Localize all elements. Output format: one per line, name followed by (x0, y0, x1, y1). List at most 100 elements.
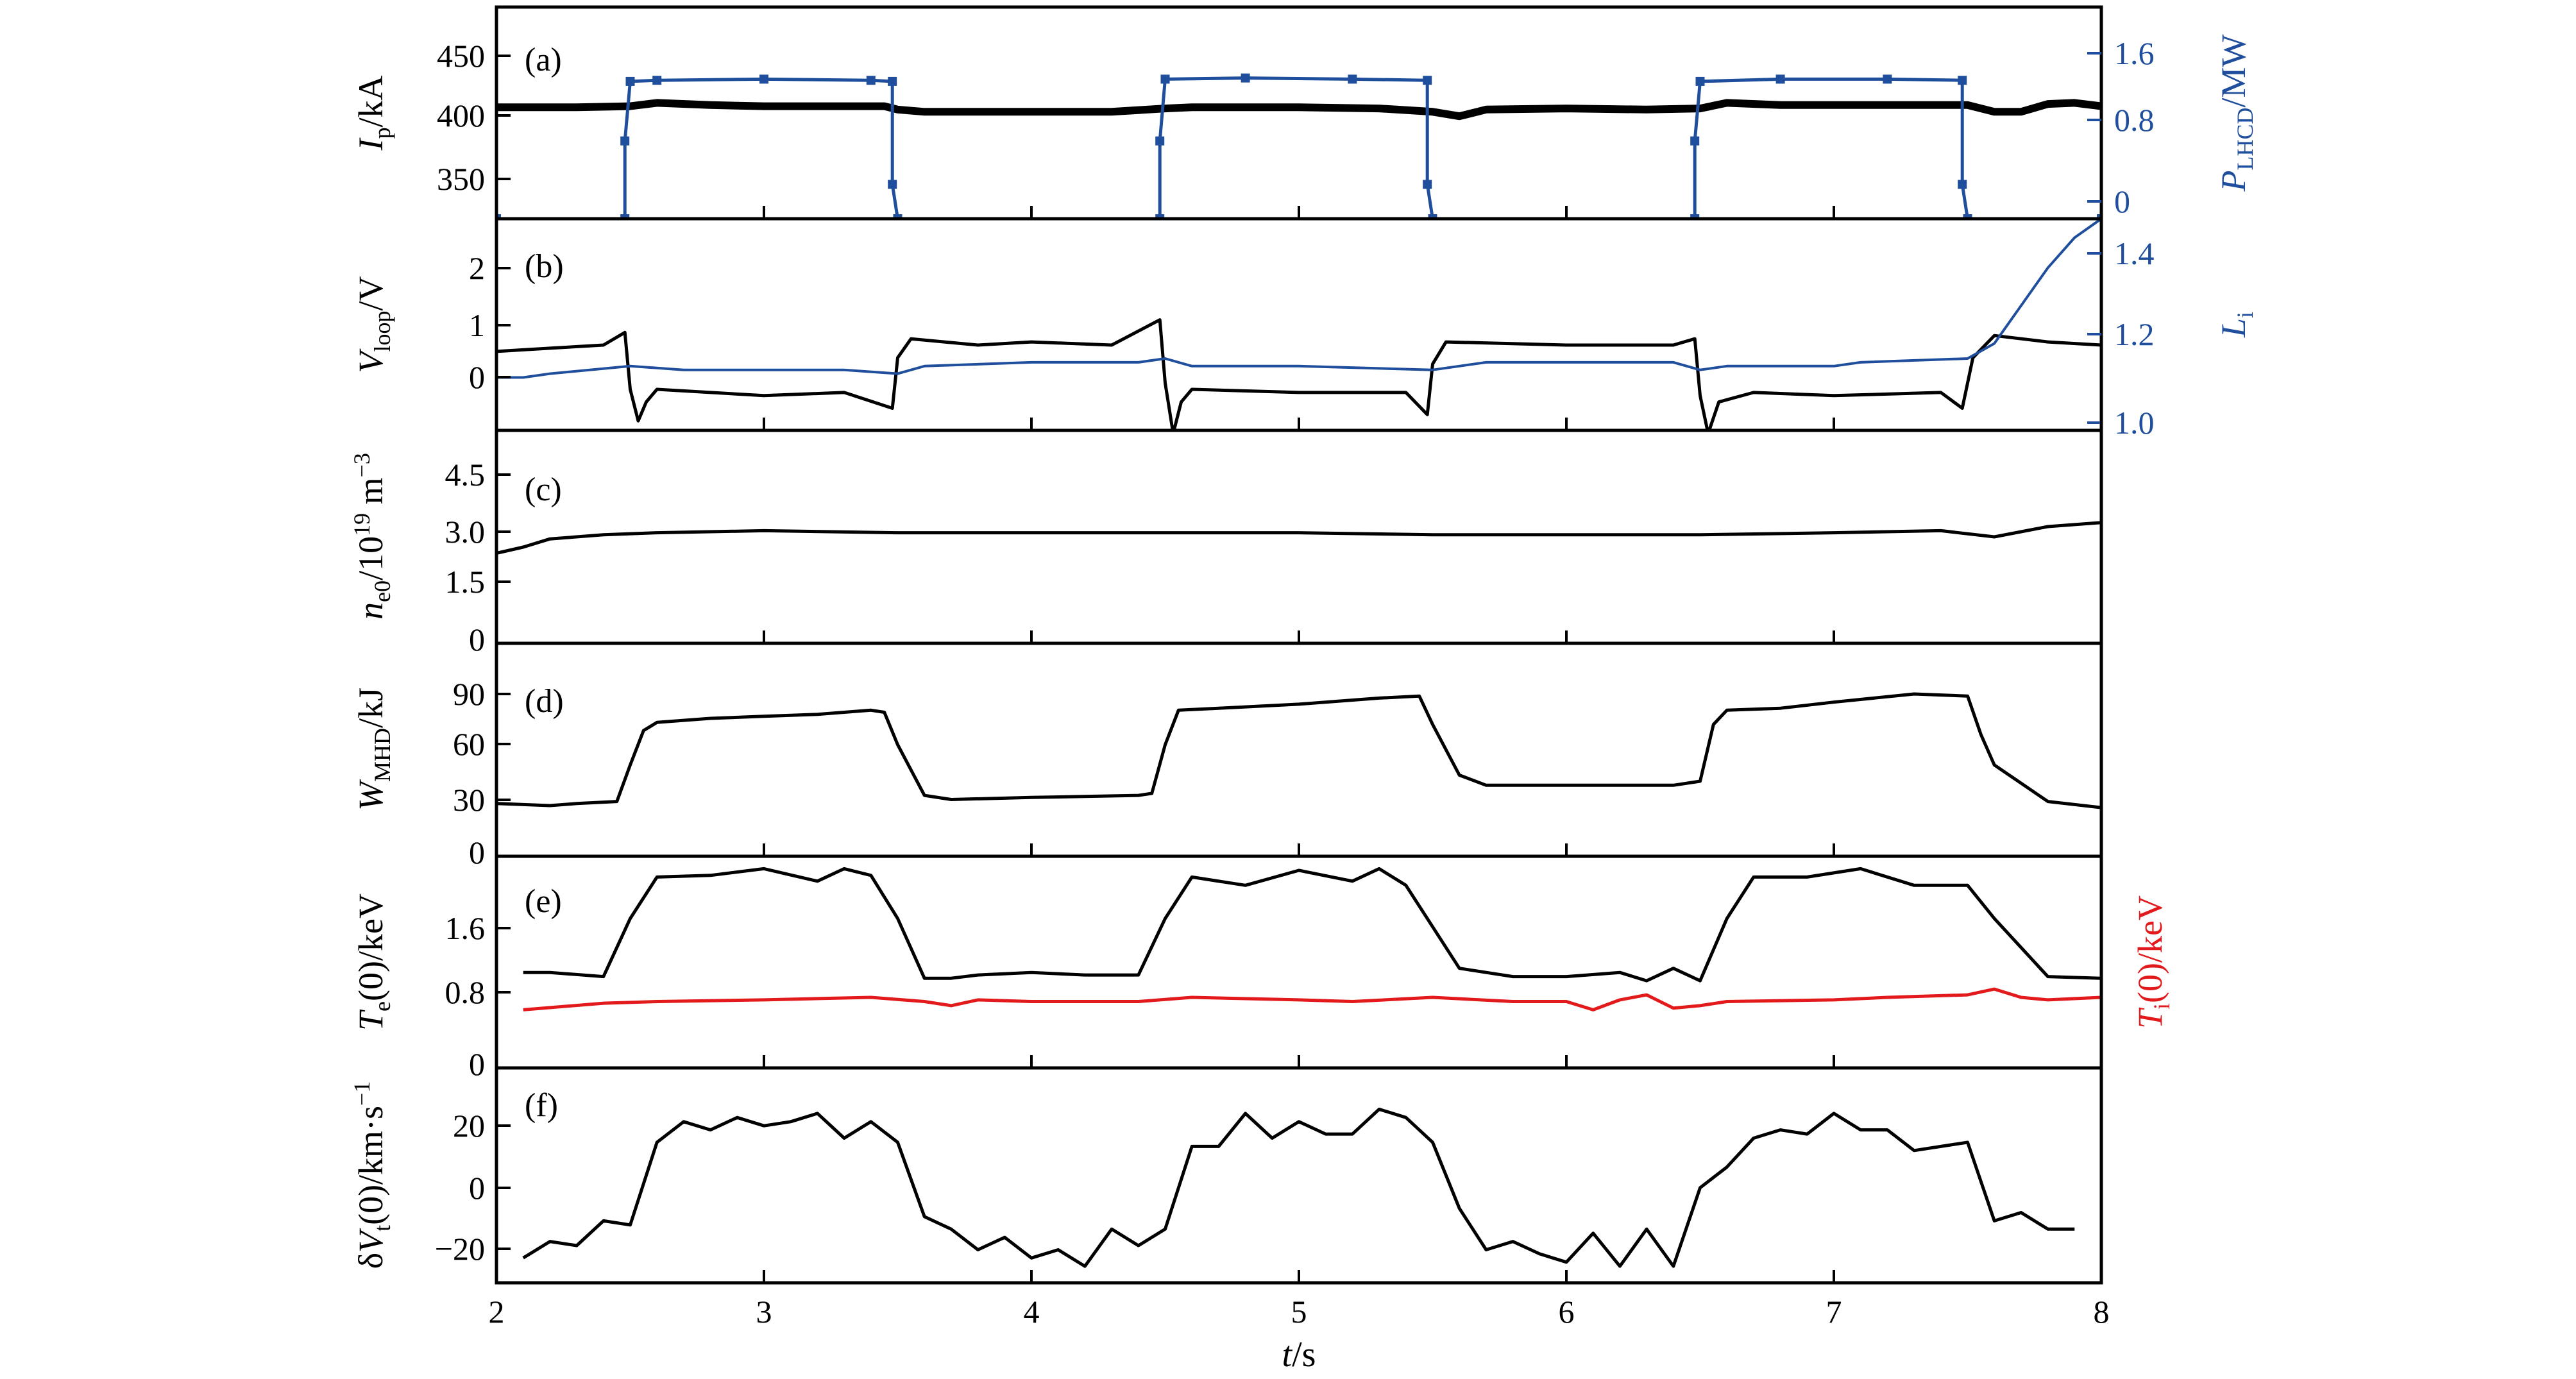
panel-b-rtick-label: 1.4 (2114, 235, 2155, 271)
panel-a-series-layer (496, 73, 2101, 219)
x-tick-label: 3 (756, 1294, 772, 1330)
panel-a-lhcd-marker (1690, 214, 1700, 219)
panel-a-rtick-label: 0.8 (2114, 102, 2155, 138)
panel-b-label: (b) (525, 248, 564, 285)
panel-d-ytick-label: 30 (453, 782, 485, 818)
panel-d-ytick-label: 0 (469, 834, 485, 870)
panel-c-frame (495, 428, 2103, 645)
panel-a-right-ylabel: PLHCD/MW (2214, 34, 2258, 192)
panel-b-right-series-line (496, 219, 2101, 379)
panel-d-ytick-label: 60 (453, 726, 485, 762)
panel-a-lhcd-marker (1690, 136, 1700, 146)
panel-a-lhcd-marker (1958, 76, 1967, 85)
panel-d-series-layer (496, 692, 2101, 809)
panel-a-lhcd-marker (1428, 214, 1437, 219)
panel-f-series-layer (522, 1107, 2075, 1268)
panel-a-lhcd-marker (866, 76, 876, 85)
panel-b-ytick-label: 1 (469, 307, 485, 343)
panel-a-lhcd-marker (625, 76, 635, 86)
panel-e-ytick-label: 0 (469, 1046, 485, 1082)
panel-a-lhcd-marker (1348, 74, 1357, 84)
x-tick-label: 2 (489, 1294, 505, 1330)
panel-a-lhcd-marker (1423, 180, 1432, 189)
panel-f-ytick-label: 20 (453, 1108, 485, 1144)
x-axis-ticks (495, 206, 2103, 1283)
panel-f-frame (495, 1066, 2103, 1285)
panel-a-lhcd-marker (1155, 214, 1165, 219)
panel-a-series-line (496, 99, 2101, 121)
panel-c-series-line (496, 521, 2101, 555)
x-tick-label: 7 (1826, 1294, 1842, 1330)
panel-b-ytick-label: 2 (469, 250, 485, 286)
panel-a-lhcd-marker (1695, 76, 1705, 86)
x-tick-label: 4 (1024, 1294, 1040, 1330)
panel-a-lhcd-marker (1775, 74, 1785, 84)
panel-d: (d) 0 30 60 90 WMHD/kJ (352, 641, 2103, 870)
panel-f-ylabel: δVt(0)/km·s−1 (349, 1081, 395, 1269)
panel-a-rtick-label: 1.6 (2114, 35, 2155, 71)
panel-d-label: (d) (525, 683, 564, 720)
panel-d-frame (495, 641, 2103, 858)
panel-a-lhcd-marker (1241, 73, 1250, 83)
panel-a-label: (a) (525, 42, 562, 78)
panel-a-ylabel: Ip/kA (352, 76, 395, 151)
panel-d-series-line (496, 692, 2101, 809)
panel-a-lhcd-marker (1963, 214, 1972, 219)
panel-b-ytick-label: 0 (469, 359, 485, 395)
panel-a-lhcd-marker (1958, 180, 1967, 189)
panel-e-right-series-line (523, 987, 2101, 1011)
panel-b-rtick-label: 1.0 (2114, 405, 2155, 441)
panel-e-series-layer (523, 867, 2101, 1011)
panel-e-ytick-label: 1.6 (445, 910, 486, 946)
panel-e-ylabel: Te(0)/keV (352, 893, 395, 1031)
panel-c-ytick-label: 4.5 (445, 457, 486, 493)
panel-a-ytick-label: 400 (437, 97, 485, 133)
x-tick-label: 8 (2094, 1294, 2110, 1330)
panel-a-lhcd-marker (652, 76, 662, 85)
panel-a-right-series-line (496, 76, 2101, 219)
panel-e-ytick-label: 0.8 (445, 974, 486, 1010)
panel-c: (c) 0 1.5 3.0 4.5 ne0/1019 m−3 (349, 428, 2103, 657)
panel-f-label: (f) (525, 1087, 558, 1124)
panel-a-lhcd-marker (893, 214, 902, 219)
panel-a-lhcd-marker (1155, 136, 1165, 146)
panel-a-lhcd-marker (888, 76, 897, 86)
panel-b-right-ylabel: Li (2214, 312, 2258, 338)
panel-e: (e) 0 0.8 1.6 Te(0)/keV Ti(0)/keV (352, 854, 2174, 1082)
panel-e-series-line (523, 867, 2101, 983)
panel-c-ytick-label: 1.5 (445, 564, 486, 600)
x-axis-label: t/s (1282, 1335, 1316, 1375)
x-tick-label: 6 (1559, 1294, 1575, 1330)
panel-a: (a) 350 400 450 0 0.8 1.6 Ip/kA PLHCD/MW (352, 5, 2258, 221)
panel-a-lhcd-marker (759, 74, 768, 84)
panel-a-lhcd-marker (1160, 74, 1170, 84)
panel-b-rtick-label: 1.2 (2114, 316, 2155, 352)
panel-a-lhcd-marker (496, 214, 501, 219)
panel-a-lhcd-marker (2097, 214, 2101, 219)
panel-b-frame (495, 217, 2103, 432)
panel-b-ylabel: Vloop/V (352, 276, 395, 373)
panel-c-ytick-label: 3.0 (445, 514, 486, 550)
panel-d-ylabel: WMHD/kJ (352, 688, 395, 811)
panel-f-ytick-label: 0 (469, 1170, 485, 1206)
x-tick-label: 5 (1291, 1294, 1307, 1330)
panel-a-lhcd-marker (620, 136, 630, 146)
panel-c-ytick-label: 0 (469, 622, 485, 657)
panel-d-ytick-label: 90 (453, 676, 485, 712)
panel-b-series-line (496, 318, 2101, 430)
panel-c-ylabel: ne0/1019 m−3 (349, 453, 395, 620)
panel-e-label: (e) (525, 883, 562, 920)
panel-a-ytick-label: 450 (437, 38, 485, 74)
panel-f: (f) −20 0 20 δVt(0)/km·s−1 2 3 4 5 6 7 8… (349, 206, 2110, 1375)
panel-c-series-layer (496, 521, 2101, 555)
panel-a-lhcd-marker (620, 214, 630, 219)
panel-a-frame (495, 5, 2103, 221)
panel-a-lhcd-marker (1423, 76, 1432, 85)
panel-a-ytick-label: 350 (437, 161, 485, 197)
panel-e-right-ylabel: Ti(0)/keV (2131, 895, 2174, 1029)
panel-b-series-layer (496, 219, 2101, 430)
panel-a-lhcd-marker (1883, 74, 1892, 84)
panel-c-label: (c) (525, 471, 562, 508)
panel-f-series-line (522, 1107, 2075, 1268)
